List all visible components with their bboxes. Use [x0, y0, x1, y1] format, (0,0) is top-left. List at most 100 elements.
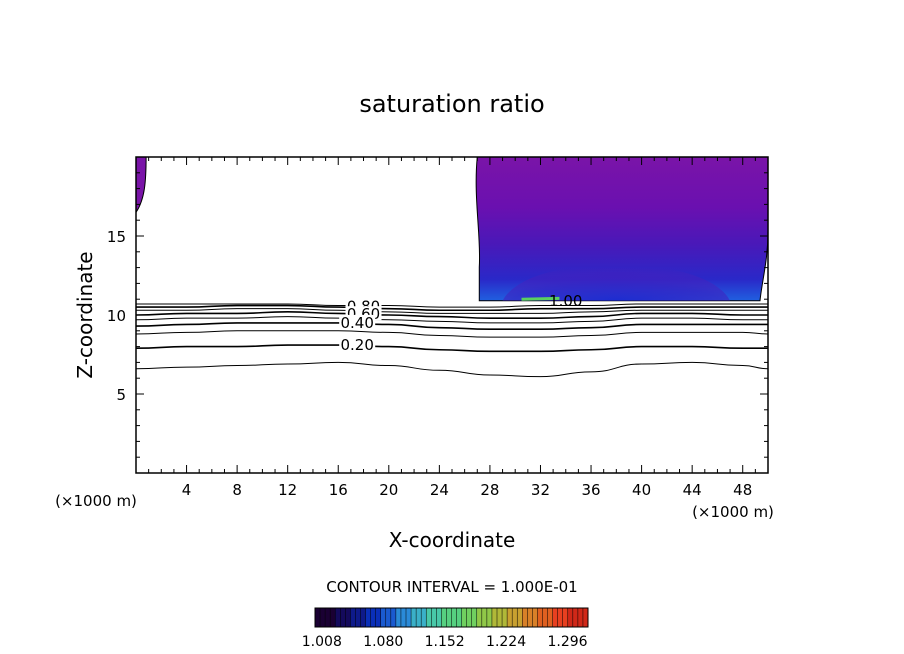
x-tick-label: 4: [182, 481, 192, 499]
colorbar-swatch: [375, 608, 382, 627]
colorbar-swatch: [426, 608, 432, 627]
contour-line: [136, 316, 768, 324]
x-tick-label: 40: [632, 481, 651, 499]
x-axis-ticks: 4 8 12 16 20 24 28 32 36 40 44 48: [148, 157, 756, 499]
y-axis-ticks: 5 10 15: [107, 172, 768, 458]
colorbar-swatch: [436, 608, 442, 627]
y-axis-label: Z-coordinate: [73, 251, 97, 378]
colorbar-swatch: [527, 608, 533, 627]
colorbar-swatch: [385, 608, 392, 627]
colorbar-tick-labels: 1.008 1.080 1.152 1.224 1.296: [302, 634, 588, 650]
colorbar-tick-label: 1.080: [363, 634, 403, 650]
colorbar-swatch: [537, 608, 543, 627]
colorbar-swatch: [325, 608, 331, 627]
colorbar-swatch: [542, 608, 548, 627]
colorbar-swatch: [547, 608, 553, 627]
colorbar-swatch: [315, 608, 321, 627]
colorbar-swatch: [431, 608, 437, 627]
contour-line: [136, 304, 768, 312]
x-axis-label: X-coordinate: [389, 528, 516, 552]
x-tick-label: 16: [329, 481, 348, 499]
x-tick-label: 32: [531, 481, 550, 499]
colorbar-swatch: [441, 608, 447, 627]
colorbar-swatch: [395, 608, 402, 627]
contour-label-bg: [339, 337, 376, 352]
colorbar-swatch: [365, 608, 371, 627]
contour-line: [136, 303, 768, 308]
colorbar-swatch: [350, 608, 356, 627]
colorbar-tick-label: 1.224: [486, 634, 526, 650]
colorbar-swatch: [471, 608, 478, 627]
colorbar-swatch: [360, 608, 366, 627]
colorbar-swatch: [562, 608, 569, 627]
colorbar-swatch: [476, 608, 483, 627]
contour-lines: [136, 303, 768, 378]
chart-title: saturation ratio: [359, 90, 544, 118]
colorbar-swatch: [502, 608, 508, 627]
colorbar-swatch: [517, 608, 523, 627]
colorbar-swatch: [355, 608, 361, 627]
colorbar-tick-label: 1.152: [425, 634, 465, 650]
colorbar-swatch: [552, 608, 558, 627]
contour-label-bg: [339, 314, 376, 329]
colorbar-swatch: [532, 608, 538, 627]
contour-line: [136, 361, 768, 378]
x-tick-label: 20: [379, 481, 398, 499]
contour-label: 0.20: [340, 336, 373, 354]
contour-line: [136, 311, 768, 319]
colorbar-swatch: [486, 608, 493, 627]
colorbar-swatch: [400, 608, 407, 627]
colorbar-swatch: [582, 608, 589, 627]
colorbar-tick-label: 1.296: [547, 634, 587, 650]
colorbar-swatch: [512, 608, 518, 627]
colorbar-swatch: [345, 608, 351, 627]
contour-line: [136, 330, 768, 338]
colorbar-swatch: [380, 608, 387, 627]
colorbar-swatch: [522, 608, 528, 627]
colorbar-swatch: [416, 608, 422, 627]
x-unit-left: (×1000 m): [55, 492, 137, 510]
colorbar-swatch: [507, 608, 513, 627]
contour-line: [136, 344, 768, 353]
colorbar-frame: [314, 607, 589, 628]
colorbar-swatch: [461, 608, 467, 627]
colorbar-swatch: [370, 608, 376, 627]
colorbar-swatch: [466, 608, 473, 627]
colorbar-swatch: [390, 608, 397, 627]
colorbar-swatch: [497, 608, 503, 627]
contour-level-1-00: [521, 296, 560, 301]
colorbar-swatch: [491, 608, 498, 627]
colorbar-swatch: [557, 608, 564, 627]
x-tick-label: 28: [480, 481, 499, 499]
colorbar-swatch: [451, 608, 457, 627]
x-tick-label: 8: [232, 481, 242, 499]
supersaturated-core: [502, 264, 731, 301]
colorbar-swatch: [421, 608, 427, 627]
x-tick-label: 36: [581, 481, 600, 499]
colorbar-swatch: [456, 608, 462, 627]
colorbar-swatch: [572, 608, 579, 627]
contour-labels: 0.800.600.400.201.00: [339, 292, 582, 354]
contour-line: [136, 322, 768, 331]
x-tick-label: 48: [733, 481, 752, 499]
colorbar-swatch: [330, 608, 336, 627]
y-tick-label: 15: [107, 228, 126, 246]
plot-area: [136, 157, 768, 378]
colorbar-swatch: [481, 608, 488, 627]
x-tick-label: 24: [430, 481, 449, 499]
y-tick-label: 5: [116, 386, 126, 404]
contour-label: 0.40: [340, 314, 373, 332]
contour-line: [136, 308, 768, 314]
colorbar-tick-label: 1.008: [302, 634, 342, 650]
contour-label: 1.00: [549, 292, 582, 310]
colorbar-swatch: [567, 608, 574, 627]
colorbar-swatch: [406, 608, 412, 627]
colorbar-swatch: [320, 608, 326, 627]
colorbar: [314, 607, 589, 628]
colorbar-swatch: [340, 608, 346, 627]
x-tick-label: 12: [278, 481, 297, 499]
contour-interval-text: CONTOUR INTERVAL = 1.000E-01: [326, 578, 577, 596]
x-unit-right: (×1000 m): [692, 503, 774, 521]
colorbar-swatch: [577, 608, 584, 627]
